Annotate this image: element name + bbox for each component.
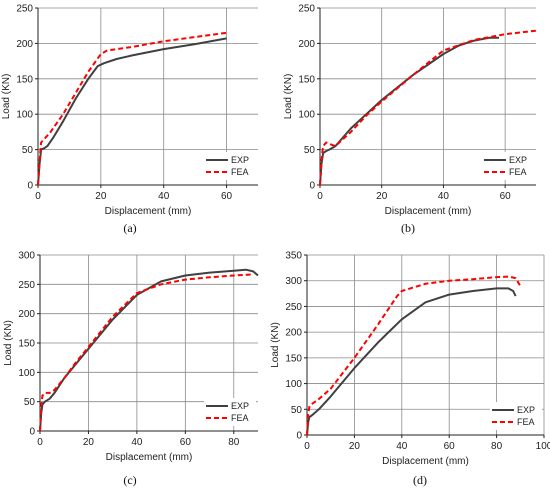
x-tick-label: 40 [396, 441, 408, 452]
legend-label-fea: FEA [231, 413, 249, 423]
x-axis-label: Displacement (mm) [385, 206, 472, 217]
y-tick-label: 250 [298, 4, 315, 15]
y-tick-label: 0 [296, 431, 302, 442]
chart-panel: 0 20 40 60 80 0 50 100 150 200 250 300 Displacement … [3, 251, 259, 487]
x-axis-label: Displacement (mm) [382, 456, 469, 467]
series-line-fea [37, 31, 227, 186]
x-tick-label: 0 [35, 191, 41, 202]
y-tick-label: 0 [27, 181, 33, 192]
x-tick-label: 0 [304, 441, 310, 452]
series-line-exp [39, 268, 259, 432]
legend-label-fea: FEA [509, 167, 527, 177]
x-tick-label: 60 [180, 437, 192, 448]
x-tick-label: 80 [228, 437, 240, 448]
y-tick-label: 300 [18, 251, 35, 262]
legend: EXP FEA [204, 398, 256, 426]
legend: EXP FEA [482, 152, 534, 180]
legend-label-exp: EXP [517, 405, 535, 415]
y-tick-label: 100 [285, 379, 302, 390]
y-axis-label: Load (KN) [1, 74, 12, 120]
chart-panel: 0 20 40 60 0 50 100 150 200 250 Displacement (mm) L… [283, 4, 537, 235]
legend-box [204, 152, 256, 180]
y-tick-label: 150 [18, 339, 35, 350]
x-tick-label: 60 [444, 441, 456, 452]
panel-label: (c) [123, 473, 136, 487]
x-tick-label: 0 [317, 191, 323, 202]
series-line-fea [306, 275, 522, 436]
legend-label-fea: FEA [231, 167, 249, 177]
x-tick-label: 100 [536, 441, 550, 452]
panel-label: (d) [413, 473, 427, 487]
legend-label-exp: EXP [509, 155, 527, 165]
y-tick-label: 100 [18, 368, 35, 379]
y-tick-label: 150 [285, 353, 302, 364]
chart-panel: 0 20 40 60 0 50 100 150 200 250 Displacement (mm) L… [1, 4, 258, 235]
y-axis-label: Load (KN) [3, 320, 14, 366]
legend-label-exp: EXP [231, 155, 249, 165]
x-tick-label: 80 [491, 441, 503, 452]
x-axis-label: Displacement (mm) [105, 206, 192, 217]
legend-box [204, 398, 256, 426]
y-tick-label: 300 [285, 276, 302, 287]
legend: EXP FEA [490, 402, 542, 430]
x-tick-label: 40 [158, 191, 170, 202]
legend-label-fea: FEA [517, 417, 535, 427]
x-tick-label: 20 [349, 441, 361, 452]
y-tick-label: 50 [22, 145, 34, 156]
y-axis-label: Load (KN) [270, 322, 281, 368]
series-line-exp [306, 287, 517, 436]
y-tick-label: 100 [16, 110, 33, 121]
x-tick-label: 40 [438, 191, 450, 202]
series-line-fea [319, 29, 537, 186]
legend-box [490, 402, 542, 430]
y-tick-label: 250 [18, 280, 35, 291]
legend-label-exp: EXP [231, 401, 249, 411]
y-tick-label: 350 [285, 251, 302, 262]
panel-label: (b) [401, 221, 415, 235]
x-tick-label: 20 [376, 191, 388, 202]
y-tick-label: 200 [16, 39, 33, 50]
y-tick-label: 200 [285, 328, 302, 339]
x-tick-label: 20 [83, 437, 95, 448]
panel-label: (a) [123, 221, 136, 235]
x-tick-label: 20 [95, 191, 107, 202]
x-tick-label: 60 [500, 191, 512, 202]
x-tick-label: 40 [131, 437, 143, 448]
series-line-exp [319, 36, 499, 186]
y-tick-label: 250 [285, 302, 302, 313]
y-tick-label: 150 [298, 74, 315, 85]
y-tick-label: 50 [291, 405, 303, 416]
y-tick-label: 0 [29, 427, 35, 438]
x-axis-label: Displacement (mm) [106, 452, 193, 463]
y-tick-label: 250 [16, 4, 33, 15]
y-axis-label: Load (KN) [283, 74, 294, 120]
x-tick-label: 60 [221, 191, 233, 202]
legend-box [482, 152, 534, 180]
y-tick-label: 50 [304, 145, 316, 156]
chart-panel: 0 20 40 60 80 100 0 50 100 150 200 250 300 350 Displac… [270, 251, 550, 488]
y-tick-label: 100 [298, 110, 315, 121]
legend: EXP FEA [204, 152, 256, 180]
y-tick-label: 0 [309, 181, 315, 192]
y-tick-label: 200 [298, 39, 315, 50]
y-tick-label: 200 [18, 309, 35, 320]
y-tick-label: 150 [16, 74, 33, 85]
x-tick-label: 0 [37, 437, 43, 448]
series-line-exp [37, 37, 227, 186]
y-tick-label: 50 [24, 397, 36, 408]
